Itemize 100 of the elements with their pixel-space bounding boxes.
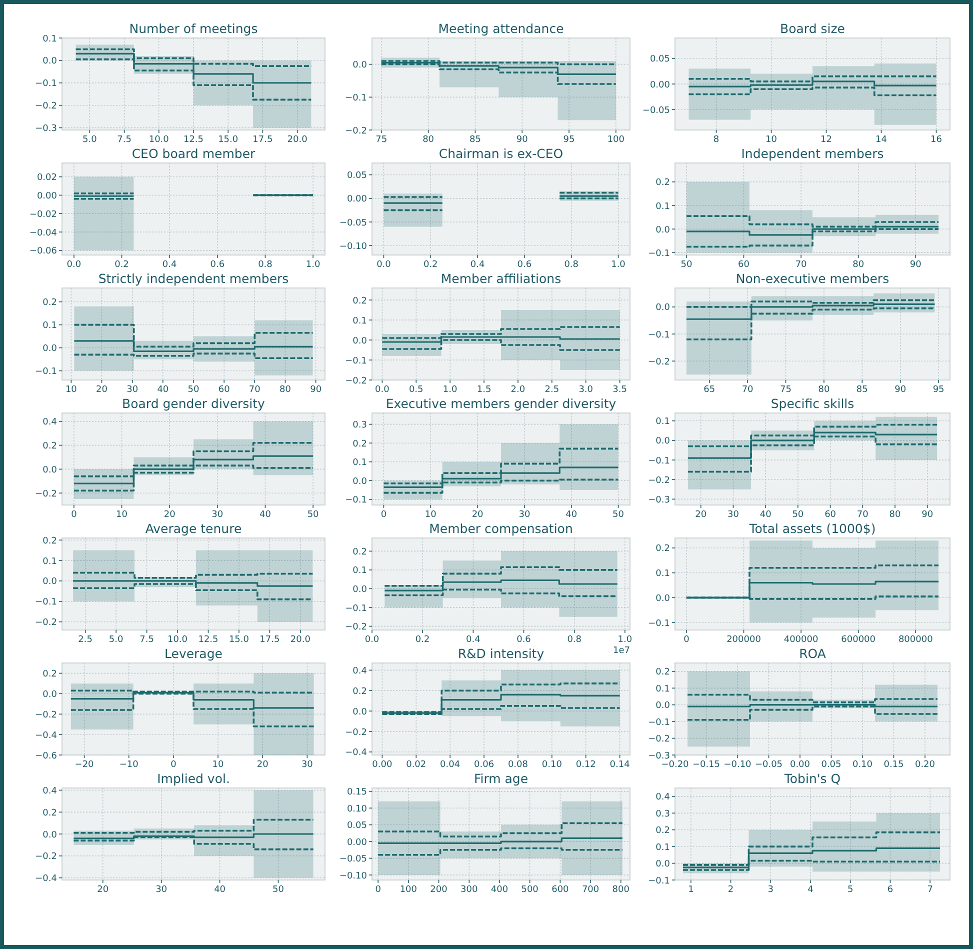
x-tick-label: 0.06 <box>474 760 494 770</box>
x-tick-label: 50 <box>272 885 284 895</box>
y-tick-label: −0.3 <box>35 124 57 134</box>
x-tick-label: 50 <box>792 510 804 520</box>
x-tick-label: 200000 <box>726 635 762 645</box>
y-tick-label: 0.00 <box>346 194 368 205</box>
y-tick-label: 0.2 <box>352 439 367 450</box>
y-tick-label: 0.2 <box>42 298 57 308</box>
chart-title: Leverage <box>164 646 223 661</box>
x-tick-label: 0.0 <box>66 260 82 270</box>
x-tick-label: 3 <box>768 885 774 895</box>
x-tick-label: 600 <box>552 885 570 895</box>
y-tick-label: 0.0 <box>42 690 58 700</box>
y-tick-label: 0.00 <box>346 838 368 848</box>
x-tick-label: 0.6 <box>210 260 225 270</box>
x-tick-label: 0.0 <box>376 260 392 270</box>
x-tick-label: 50 <box>188 385 200 395</box>
x-tick-label: 40 <box>157 385 169 395</box>
x-tick-label: 7.5 <box>140 635 154 645</box>
x-tick-label: 0.2 <box>415 635 430 645</box>
y-tick-label: −0.2 <box>35 102 57 112</box>
y-tick-label: 0.2 <box>656 826 670 836</box>
chart-title: R&D intensity <box>458 646 545 661</box>
x-tick-label: 40 <box>260 510 272 520</box>
x-tick-label: 0.0 <box>375 385 390 395</box>
x-tick-label: 400000 <box>784 635 818 645</box>
x-tick-label: 50 <box>612 510 624 520</box>
x-tick-label: 0.00 <box>790 760 810 770</box>
chart-title: ROA <box>799 646 826 661</box>
x-tick-label: 12.5 <box>183 135 204 145</box>
y-tick-label: 0.15 <box>346 788 367 798</box>
x-tick-label: 10 <box>424 510 437 520</box>
x-tick-label: 80 <box>889 510 901 520</box>
y-tick-label: −0.06 <box>29 246 58 257</box>
x-tick-label: 0.4 <box>162 260 178 270</box>
y-tick-label: 0.0 <box>656 701 670 712</box>
x-tick-label: 20.0 <box>290 635 311 645</box>
y-tick-label: −0.05 <box>642 106 670 116</box>
x-tick-label: 800 <box>612 885 630 895</box>
y-tick-label: −0.1 <box>35 367 57 378</box>
x-tick-label: 30 <box>212 510 224 520</box>
y-tick-label: −0.3 <box>648 495 670 506</box>
x-tick-label: 3.0 <box>578 385 594 395</box>
x-tick-label: 20 <box>97 885 109 895</box>
x-tick-label: 80 <box>280 385 292 395</box>
x-tick-label: 85 <box>856 385 868 395</box>
chart-title: Tobin's Q <box>783 771 841 786</box>
x-tick-label: 70 <box>248 385 261 395</box>
x-tick-label: 5 <box>847 885 854 895</box>
y-tick-label: −0.6 <box>35 751 58 762</box>
x-tick-label: 0.08 <box>508 760 528 770</box>
x-tick-label: 0.2 <box>423 260 438 270</box>
x-tick-label: 20 <box>256 760 269 770</box>
x-tick-label: 8 <box>713 135 720 145</box>
y-tick-label: −0.2 <box>648 734 670 745</box>
chart-title: Board gender diversity <box>122 396 266 411</box>
x-tick-label: 75 <box>376 135 388 145</box>
y-tick-label: 0.0 <box>42 577 58 588</box>
x-tick-label: 0.0 <box>364 635 380 645</box>
x-tick-label: 30 <box>126 385 138 395</box>
x-tick-label: 1.0 <box>611 260 626 270</box>
y-tick-label: −0.2 <box>345 622 367 633</box>
x-tick-label: 30 <box>728 510 740 520</box>
y-tick-label: −0.1 <box>345 93 367 104</box>
chart-title: Member compensation <box>429 521 573 536</box>
x-tick-label: 20 <box>695 510 707 520</box>
chart-title: Implied vol. <box>157 771 230 786</box>
y-tick-label: 0.2 <box>352 686 367 697</box>
y-tick-label: −0.1 <box>35 79 57 90</box>
x-tick-label: 600000 <box>841 635 876 645</box>
x-tick-label: 10 <box>116 510 128 520</box>
x-tick-label: 20 <box>96 385 108 395</box>
y-tick-label: 0.2 <box>656 544 670 554</box>
x-tick-label: 40 <box>760 510 772 520</box>
x-tick-label: 1.0 <box>442 385 458 395</box>
x-tick-label: −0.10 <box>724 760 752 770</box>
y-tick-label: 0.00 <box>36 192 58 202</box>
chart-title: Firm age <box>474 771 528 786</box>
x-tick-label: 6 <box>887 885 894 895</box>
y-tick-label: 0.0 <box>656 594 670 604</box>
y-tick-label: 0.2 <box>352 547 367 558</box>
x-tick-label: 7 <box>927 885 933 895</box>
x-tick-label: 16 <box>930 135 942 145</box>
x-tick-label: 17.5 <box>260 635 280 645</box>
x-tick-label: 10 <box>65 385 78 395</box>
x-tick-label: 0.5 <box>408 385 424 395</box>
x-tick-label: 20 <box>164 510 176 520</box>
y-tick-label: −0.4 <box>35 730 58 741</box>
chart-title: Independent members <box>741 146 884 161</box>
x-tick-label: 500 <box>521 885 539 895</box>
x-tick-label: 80 <box>852 260 864 270</box>
y-tick-label: 0.2 <box>656 178 670 188</box>
y-tick-label: 0.4 <box>656 792 670 803</box>
x-tick-label: 800000 <box>898 635 934 645</box>
y-tick-label: 0.0 <box>42 344 58 354</box>
y-tick-label: 0.0 <box>352 584 368 595</box>
x-tick-label: 400 <box>490 885 508 895</box>
x-tick-label: 0.00 <box>372 760 392 770</box>
y-tick-label: −0.2 <box>648 476 670 486</box>
x-tick-label: 0 <box>170 760 177 770</box>
